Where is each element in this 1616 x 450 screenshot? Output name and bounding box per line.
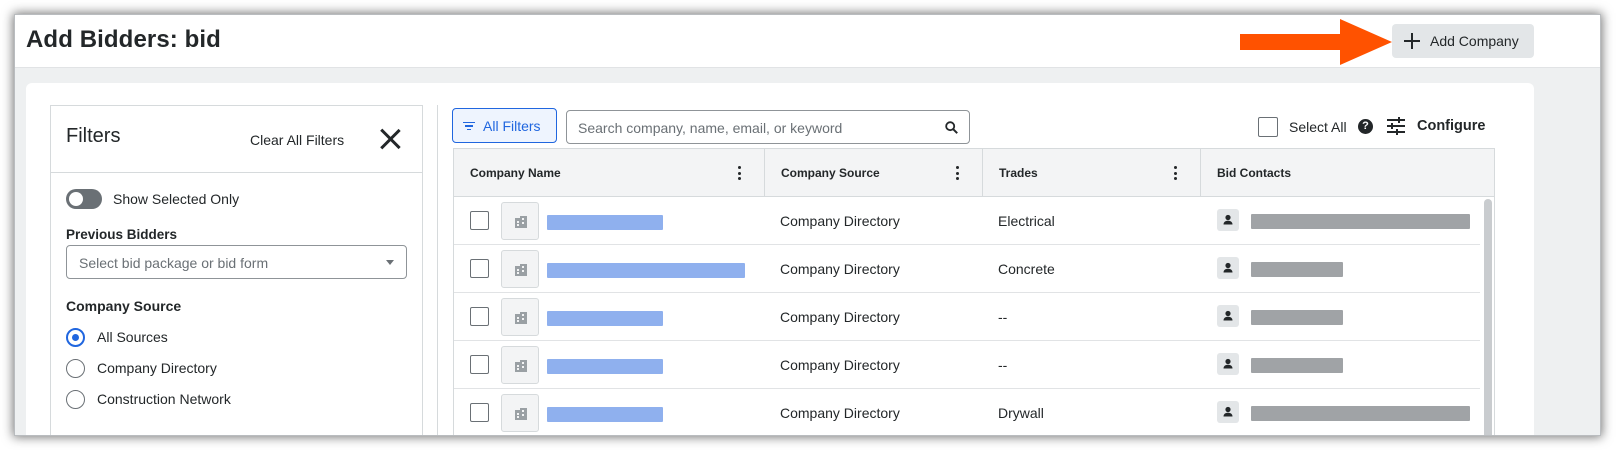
all-filters-label: All Filters [483, 117, 541, 134]
column-header-company-name[interactable]: Company Name [454, 149, 765, 197]
company-source-label: Company Source [66, 298, 182, 314]
person-icon [1217, 401, 1239, 423]
sliders-icon[interactable] [1386, 116, 1406, 136]
row-checkbox[interactable] [470, 259, 489, 278]
toggle-knob [69, 192, 83, 206]
radio-construction-network[interactable]: Construction Network [66, 389, 231, 409]
column-label: Company Name [470, 166, 561, 180]
company-source-cell: Company Directory [780, 309, 900, 325]
building-icon [501, 394, 539, 432]
arrow-icon [1240, 19, 1392, 65]
kebab-icon[interactable] [955, 166, 959, 180]
app-window: Add Bidders: bid Add Company Filters Cle… [15, 15, 1600, 435]
filters-title: Filters [66, 125, 121, 147]
column-label: Company Source [781, 166, 880, 180]
radio-label: Construction Network [97, 391, 231, 407]
building-icon [501, 202, 539, 240]
search-box [566, 110, 970, 144]
company-name-link[interactable] [547, 215, 663, 230]
bid-contact-value [1251, 262, 1343, 277]
add-company-button[interactable]: Add Company [1392, 24, 1534, 58]
bidders-table: Company Name Company Source Trades Bid C… [453, 148, 1495, 435]
building-icon [501, 298, 539, 336]
kebab-icon[interactable] [1173, 166, 1177, 180]
plus-icon [1404, 33, 1420, 49]
show-selected-label: Show Selected Only [113, 191, 240, 207]
show-selected-toggle[interactable] [66, 189, 102, 209]
company-source-cell: Company Directory [780, 213, 900, 229]
trades-cell: Drywall [998, 405, 1044, 421]
column-label: Trades [999, 166, 1038, 180]
filter-icon [463, 121, 475, 131]
help-icon[interactable]: ? [1358, 119, 1373, 134]
kebab-icon[interactable] [737, 166, 741, 180]
table-header: Company Name Company Source Trades Bid C… [454, 149, 1494, 197]
bid-contact-value [1251, 406, 1470, 421]
company-source-cell: Company Directory [780, 405, 900, 421]
person-icon [1217, 353, 1239, 375]
person-icon [1217, 257, 1239, 279]
clear-all-filters-button[interactable]: Clear All Filters [250, 132, 345, 148]
column-header-company-source[interactable]: Company Source [765, 149, 983, 197]
radio-button[interactable] [66, 327, 85, 347]
previous-bidders-placeholder: Select bid package or bid form [79, 255, 269, 271]
radio-button[interactable] [66, 389, 85, 409]
building-icon [501, 346, 539, 384]
row-checkbox[interactable] [470, 403, 489, 422]
company-name-link[interactable] [547, 407, 663, 422]
close-icon[interactable] [379, 128, 401, 150]
trades-cell: Concrete [998, 261, 1055, 277]
company-name-link[interactable] [547, 311, 663, 326]
all-filters-button[interactable]: All Filters [452, 108, 557, 143]
panel-divider [437, 105, 438, 435]
trades-cell: -- [998, 309, 1008, 325]
bid-contact-value [1251, 358, 1343, 373]
table-row[interactable]: Company Directory Drywall [454, 389, 1480, 435]
radio-label: Company Directory [97, 360, 217, 376]
page-header: Add Bidders: bid Add Company [15, 15, 1600, 68]
bid-contact-value [1251, 310, 1343, 325]
company-source-cell: Company Directory [780, 357, 900, 373]
radio-label: All Sources [97, 329, 168, 345]
company-source-cell: Company Directory [780, 261, 900, 277]
table-row[interactable]: Company Directory Concrete [454, 245, 1480, 293]
page-title: Add Bidders: bid [26, 26, 221, 53]
select-all-label: Select All [1289, 119, 1347, 135]
person-icon [1217, 209, 1239, 231]
building-icon [501, 250, 539, 288]
company-name-link[interactable] [547, 263, 745, 278]
radio-all-sources[interactable]: All Sources [66, 327, 168, 347]
table-row[interactable]: Company Directory -- [454, 293, 1480, 341]
radio-button[interactable] [66, 358, 85, 378]
filters-panel: Filters Clear All Filters Show Selected … [50, 105, 423, 435]
search-icon[interactable] [945, 121, 958, 134]
radio-company-directory[interactable]: Company Directory [66, 358, 217, 378]
trades-cell: -- [998, 357, 1008, 373]
column-header-trades[interactable]: Trades [983, 149, 1201, 197]
column-header-bid-contacts[interactable]: Bid Contacts [1201, 149, 1494, 197]
add-company-label: Add Company [1430, 33, 1519, 49]
bid-contact-value [1251, 214, 1470, 229]
previous-bidders-select[interactable]: Select bid package or bid form [66, 245, 407, 279]
configure-button[interactable]: Configure [1417, 118, 1486, 134]
row-checkbox[interactable] [470, 307, 489, 326]
table-row[interactable]: Company Directory -- [454, 341, 1480, 389]
select-all-checkbox[interactable] [1258, 117, 1278, 137]
trades-cell: Electrical [998, 213, 1055, 229]
row-checkbox[interactable] [470, 355, 489, 374]
previous-bidders-label: Previous Bidders [66, 227, 178, 242]
table-row[interactable]: Company Directory Electrical [454, 197, 1480, 245]
person-icon [1217, 305, 1239, 327]
row-checkbox[interactable] [470, 211, 489, 230]
company-name-link[interactable] [547, 359, 663, 374]
table-scrollbar[interactable] [1484, 199, 1492, 435]
filters-header: Filters Clear All Filters [51, 106, 422, 173]
chevron-down-icon [386, 260, 394, 265]
column-label: Bid Contacts [1217, 166, 1292, 180]
search-input[interactable] [578, 118, 938, 138]
